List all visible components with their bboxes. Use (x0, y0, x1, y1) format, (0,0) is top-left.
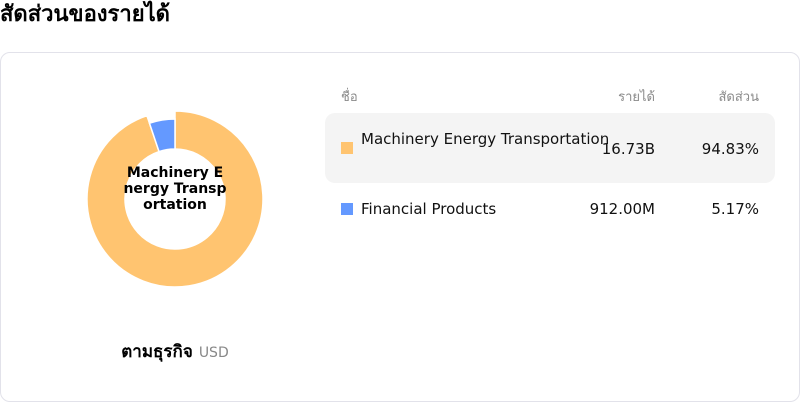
donut-slice[interactable] (86, 110, 264, 288)
legend-swatch (341, 203, 353, 215)
row-share: 5.17% (711, 200, 759, 218)
legend-swatch (341, 142, 353, 154)
donut-slice[interactable] (148, 118, 176, 153)
donut-chart (86, 110, 264, 288)
donut-center-label: Machinery Energy Transportation (123, 165, 227, 213)
row-name: Machinery Energy Transportation (361, 130, 610, 148)
page-title: สัดส่วนของรายได้ (0, 2, 170, 27)
header-name: ชื่อ (341, 90, 358, 105)
row-name: Financial Products (361, 200, 497, 218)
row-revenue: 16.73B (601, 140, 655, 158)
chart-footer: ตามธุรกิจ USD (0, 338, 350, 365)
table-row[interactable]: Financial Products 912.00M 5.17% (325, 190, 775, 228)
currency-label: USD (198, 345, 229, 361)
row-share: 94.83% (701, 140, 759, 158)
table-row[interactable]: Machinery Energy Transportation 16.73B 9… (325, 113, 775, 183)
group-label: ตามธุรกิจ (121, 342, 193, 362)
header-share: สัดส่วน (718, 90, 760, 105)
header-revenue: รายได้ (618, 90, 655, 105)
row-revenue: 912.00M (589, 200, 655, 218)
